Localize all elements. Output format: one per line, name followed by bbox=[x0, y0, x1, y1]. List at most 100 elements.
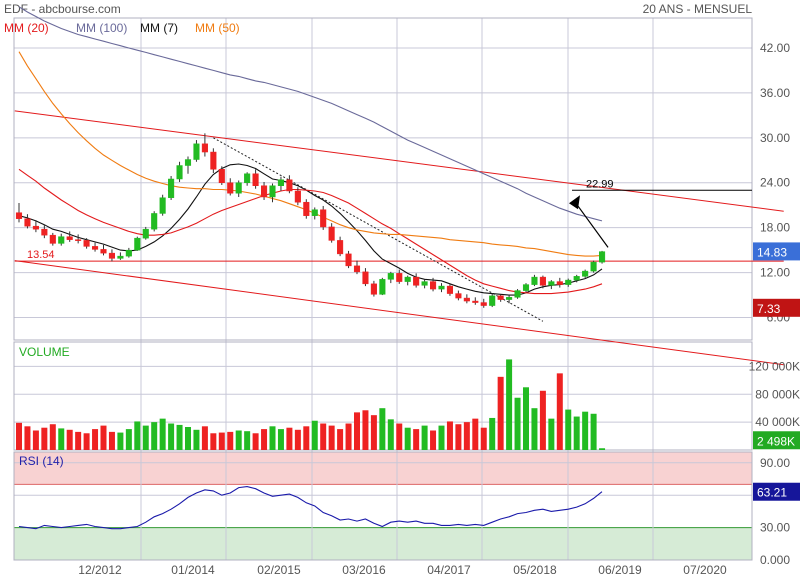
last-volume-tag: 2 498K bbox=[757, 434, 795, 448]
volume-bar bbox=[506, 359, 513, 450]
volume-bar bbox=[100, 425, 107, 450]
volume-bar bbox=[480, 427, 487, 450]
candle-body bbox=[277, 179, 284, 186]
volume-bar bbox=[556, 373, 563, 450]
volume-bar bbox=[41, 427, 48, 450]
text-layer: MM (20) MM (100) MM (7) MM (50) 42.00 36.00 30… bbox=[4, 21, 800, 577]
candle-body bbox=[201, 143, 208, 153]
volume-bar bbox=[75, 431, 82, 450]
candle-body bbox=[210, 151, 217, 170]
candle-body bbox=[100, 249, 107, 254]
candle-body bbox=[142, 228, 149, 239]
price-tick-label: 42.00 bbox=[760, 41, 790, 55]
volume-bar bbox=[134, 421, 141, 450]
volume-tick-label: 40 000K bbox=[755, 415, 800, 429]
volume-bar bbox=[269, 426, 276, 450]
candle-body bbox=[159, 197, 166, 214]
rsi-line bbox=[18, 486, 603, 530]
target-arrow-shaft bbox=[575, 202, 609, 248]
candle-body bbox=[522, 284, 530, 291]
price-tick-label: 30.00 bbox=[760, 131, 790, 145]
candle-body bbox=[463, 297, 470, 302]
candle-body bbox=[218, 169, 225, 183]
trendline-dotted-resistance bbox=[213, 137, 544, 322]
moving-average-line bbox=[18, 163, 603, 296]
volume-bar bbox=[159, 418, 166, 450]
x-axis-label: 04/2017 bbox=[427, 563, 471, 577]
volume-bar bbox=[565, 409, 572, 450]
candle-body bbox=[252, 173, 259, 186]
x-axis-label: 12/2012 bbox=[78, 563, 122, 577]
rsi-panel-frame bbox=[13, 451, 753, 561]
last-price-tag: 14.83 bbox=[757, 245, 787, 259]
candle-body bbox=[531, 276, 538, 285]
candle-body bbox=[565, 279, 572, 285]
candle-body bbox=[590, 261, 597, 272]
rsi-tick-label: 90.00 bbox=[760, 456, 790, 470]
candle-body bbox=[413, 276, 420, 286]
volume-bar bbox=[472, 418, 479, 450]
volume-bar bbox=[463, 422, 470, 450]
candle-body bbox=[582, 270, 589, 277]
candle-body bbox=[184, 159, 192, 166]
volume-bar bbox=[83, 433, 90, 450]
rsi-tick-label: 0.000 bbox=[760, 553, 790, 567]
last-price-tag-box bbox=[753, 242, 800, 261]
volume-bar bbox=[548, 418, 555, 450]
x-axis-label: 02/2015 bbox=[257, 563, 301, 577]
volume-bar bbox=[337, 429, 344, 450]
trendline-channel-lower bbox=[14, 260, 784, 366]
candle-body bbox=[66, 236, 73, 240]
candle-body bbox=[497, 295, 504, 300]
rsi-overbought-zone bbox=[14, 452, 752, 485]
candle-body bbox=[176, 165, 183, 180]
volume-bar bbox=[24, 426, 31, 450]
volume-bar bbox=[125, 429, 132, 450]
volume-bar bbox=[345, 423, 352, 450]
volume-bar bbox=[354, 412, 360, 450]
volume-bar bbox=[32, 430, 39, 450]
volume-bar bbox=[413, 429, 420, 450]
candle-body bbox=[404, 276, 411, 282]
candle-body bbox=[472, 300, 479, 303]
candle-body bbox=[227, 182, 234, 194]
candle-body bbox=[41, 228, 48, 236]
candle-body bbox=[455, 293, 462, 299]
candle-body bbox=[320, 209, 327, 228]
chart-source-title: EDF - abcbourse.com bbox=[4, 2, 121, 16]
candle-body bbox=[379, 279, 386, 295]
volume-bar bbox=[539, 390, 546, 450]
candle-body bbox=[337, 240, 344, 255]
volume-bar bbox=[430, 430, 437, 450]
support-level-label: 13.54 bbox=[27, 249, 55, 261]
volume-bar bbox=[362, 410, 369, 450]
volume-bar bbox=[58, 428, 65, 450]
volume-bar bbox=[489, 417, 496, 450]
volume-bar bbox=[421, 425, 428, 450]
candle-body bbox=[261, 185, 268, 198]
candle-body bbox=[58, 236, 65, 244]
volume-bar bbox=[142, 425, 149, 450]
volume-bar bbox=[455, 424, 462, 450]
x-axis-label: 07/2020 bbox=[683, 563, 727, 577]
last-rsi-tag: 63.21 bbox=[757, 486, 787, 500]
volume-bar bbox=[573, 416, 580, 450]
candle-body bbox=[514, 290, 521, 298]
x-axis-label: 06/2019 bbox=[598, 563, 642, 577]
volume-bar bbox=[201, 426, 208, 450]
candle-body bbox=[151, 213, 158, 230]
candle-body bbox=[362, 271, 369, 285]
x-axis-label: 03/2016 bbox=[342, 563, 386, 577]
candle-body bbox=[286, 179, 293, 192]
candle-body bbox=[134, 237, 141, 251]
legend-item-label: MM (100) bbox=[76, 21, 127, 35]
grid-layer bbox=[13, 17, 753, 561]
volume-bar bbox=[387, 419, 394, 450]
volume-bar bbox=[446, 421, 453, 450]
candle-body bbox=[168, 178, 175, 198]
bottom-price-tag: 7.33 bbox=[757, 302, 781, 316]
rsi-oversold-zone bbox=[14, 527, 752, 560]
candle-body bbox=[539, 276, 546, 286]
candle-body bbox=[573, 276, 580, 281]
